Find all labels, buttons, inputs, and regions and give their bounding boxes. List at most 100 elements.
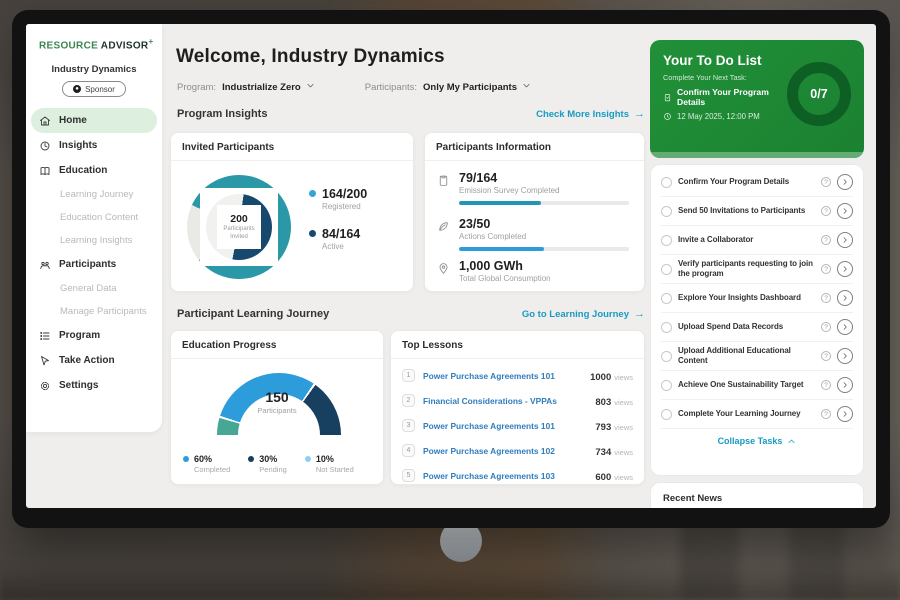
task-row-complete-learning-journey[interactable]: Complete Your Learning Journey ? <box>661 400 853 429</box>
legend-registered: 164/200 Registered <box>309 187 367 211</box>
lesson-row: 4 Power Purchase Agreements 102 734 views <box>402 438 633 463</box>
task-row-upload-spend-data[interactable]: Upload Spend Data Records ? <box>661 313 853 342</box>
sidebar-item-insights[interactable]: Insights <box>26 133 162 158</box>
education-progress-legend: 60% Completed 30% Pending 10% Not Starte… <box>183 454 375 474</box>
task-chevron-button[interactable] <box>837 232 853 248</box>
sidebar-item-education[interactable]: Education <box>26 158 162 183</box>
sidebar-item-learning-journey[interactable]: Learning Journey <box>60 189 134 200</box>
task-chevron-button[interactable] <box>837 348 853 364</box>
sidebar-item-program[interactable]: Program <box>26 323 162 348</box>
task-checkbox[interactable] <box>661 379 672 391</box>
active-dot-icon <box>309 230 316 237</box>
lesson-link[interactable]: Power Purchase Agreements 101 <box>423 370 555 381</box>
home-icon <box>39 115 51 127</box>
task-checkbox[interactable] <box>661 408 672 420</box>
task-checkbox[interactable] <box>661 350 672 362</box>
task-chevron-button[interactable] <box>837 261 853 277</box>
task-row-send-invitations[interactable]: Send 50 Invitations to Participants ? <box>661 197 853 226</box>
lesson-link[interactable]: Power Purchase Agreements 102 <box>423 445 555 456</box>
task-checkbox[interactable] <box>661 234 672 246</box>
sidebar-item-learning-insights[interactable]: Learning Insights <box>60 235 133 246</box>
actions-completed-row: 23/50 Actions Completed <box>437 217 630 251</box>
education-icon <box>39 165 51 177</box>
page-title: Welcome, Industry Dynamics <box>176 46 445 67</box>
task-row-achieve-sustainability-target[interactable]: Achieve One Sustainability Target ? <box>661 371 853 400</box>
help-icon: ? <box>821 293 831 303</box>
location-pin-icon <box>437 262 450 275</box>
chevron-right-icon <box>843 295 847 301</box>
education-progress-card: Education Progress 150 Participants 60% … <box>170 330 384 485</box>
rank-badge: 5 <box>402 469 415 482</box>
task-checkbox[interactable] <box>661 263 672 275</box>
logo-plus: + <box>148 37 154 46</box>
lesson-row: 3 Power Purchase Agreements 101 793 views <box>402 413 633 438</box>
sidebar-item-participants[interactable]: Participants <box>26 252 162 277</box>
sidebar-item-education-content[interactable]: Education Content <box>60 212 139 223</box>
todo-summary-card: Your To Do List Complete Your Next Task:… <box>650 40 864 158</box>
actions-leaf-icon <box>437 220 450 233</box>
program-insights-title: Program Insights <box>177 108 268 120</box>
arrow-right-icon: → <box>634 108 645 120</box>
task-chevron-button[interactable] <box>837 319 853 335</box>
collapse-tasks-link[interactable]: Collapse Tasks <box>661 429 853 453</box>
task-row-confirm-program-details[interactable]: Confirm Your Program Details ? <box>661 168 853 197</box>
clipboard-check-icon <box>664 93 671 101</box>
todo-subtitle: Complete Your Next Task: <box>663 73 747 82</box>
recent-news-title: Recent News <box>651 483 863 508</box>
chevron-right-icon <box>843 382 847 388</box>
background-desk-shadow <box>0 566 900 600</box>
lesson-link[interactable]: Power Purchase Agreements 103 <box>423 470 555 481</box>
sidebar-item-take-action[interactable]: Take Action <box>26 348 162 373</box>
help-icon: ? <box>821 206 831 216</box>
chevron-right-icon <box>843 237 847 243</box>
sidebar-menu: Home Insights Education Learning Journey… <box>26 108 162 398</box>
education-progress-title: Education Progress <box>171 331 383 359</box>
legend-pending: 30% Pending <box>248 454 287 474</box>
program-dropdown[interactable]: Industrialize Zero <box>222 81 315 93</box>
task-chevron-button[interactable] <box>837 290 853 306</box>
todo-title: Your To Do List <box>663 53 762 68</box>
survey-clipboard-icon <box>437 174 450 187</box>
todo-progress-ring: 0/7 <box>787 62 851 126</box>
task-chevron-button[interactable] <box>837 406 853 422</box>
task-row-upload-educational-content[interactable]: Upload Additional Educational Content ? <box>661 342 853 371</box>
sidebar-item-manage-participants[interactable]: Manage Participants <box>60 306 147 317</box>
task-chevron-button[interactable] <box>837 174 853 190</box>
invited-legend: 164/200 Registered 84/164 Active <box>309 187 367 251</box>
participants-dropdown[interactable]: Only My Participants <box>423 81 531 93</box>
sidebar-item-home[interactable]: Home <box>31 108 157 133</box>
lesson-link[interactable]: Financial Considerations - VPPAs <box>423 395 557 406</box>
rank-badge: 2 <box>402 394 415 407</box>
task-chevron-button[interactable] <box>837 377 853 393</box>
arrow-right-icon: → <box>634 308 645 320</box>
resource-advisor-logo: RESOURCE ADVISOR+ <box>26 24 162 51</box>
check-more-insights-link[interactable]: Check More Insights → <box>536 108 645 120</box>
task-checkbox[interactable] <box>661 176 672 188</box>
legend-not-started: 10% Not Started <box>304 454 354 474</box>
learning-journey-header: Participant Learning Journey Go to Learn… <box>177 308 645 320</box>
todo-progress-value: 0/7 <box>810 87 828 101</box>
task-row-verify-participants[interactable]: Verify participants requesting to join t… <box>661 255 853 284</box>
lesson-row: 2 Financial Considerations - VPPAs 803 vi… <box>402 388 633 413</box>
todo-progress-strip <box>650 152 864 158</box>
consumption-row: 1,000 GWh Total Global Consumption <box>437 259 630 283</box>
program-list-icon <box>39 330 51 342</box>
donut-center-value: 200 <box>230 213 248 225</box>
legend-completed: 60% Completed <box>183 454 230 474</box>
task-row-invite-collaborator[interactable]: Invite a Collaborator ? <box>661 226 853 255</box>
sidebar-item-settings[interactable]: Settings <box>26 373 162 398</box>
sponsor-badge-label: Sponsor <box>85 84 115 94</box>
task-row-explore-insights[interactable]: Explore Your Insights Dashboard ? <box>661 284 853 313</box>
task-checkbox[interactable] <box>661 205 672 217</box>
sponsor-badge-icon: ● <box>73 85 82 94</box>
legend-active: 84/164 Active <box>309 227 367 251</box>
sidebar-item-general-data[interactable]: General Data <box>60 283 117 294</box>
help-icon: ? <box>821 177 831 187</box>
lesson-link[interactable]: Power Purchase Agreements 101 <box>423 420 555 431</box>
task-chevron-button[interactable] <box>837 203 853 219</box>
top-lessons-card: Top Lessons 1 Power Purchase Agreements … <box>390 330 645 485</box>
task-checkbox[interactable] <box>661 321 672 333</box>
task-checkbox[interactable] <box>661 292 672 304</box>
go-to-learning-journey-link[interactable]: Go to Learning Journey → <box>521 308 645 320</box>
participants-filter-label: Participants: <box>364 81 418 93</box>
